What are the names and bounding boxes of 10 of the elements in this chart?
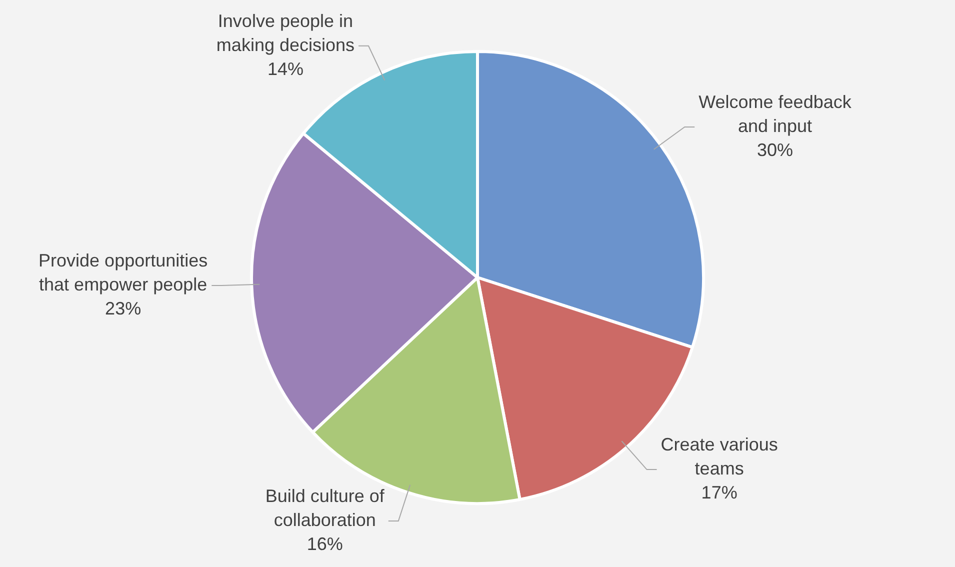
slice-label: Build culture of collaboration	[265, 486, 386, 530]
data-label: 30%	[756, 140, 793, 160]
data-label: 23%	[105, 298, 142, 319]
slice-label: Provide opportunities that empower people	[38, 250, 208, 295]
data-label: 14%	[267, 58, 304, 79]
data-label: 17%	[701, 482, 738, 502]
slice-label: Involve people in making decisions	[216, 10, 355, 55]
data-label: 16%	[306, 534, 343, 554]
slice-label: Create various teams	[660, 434, 778, 478]
slice-label: Welcome feedback and input	[698, 92, 852, 136]
